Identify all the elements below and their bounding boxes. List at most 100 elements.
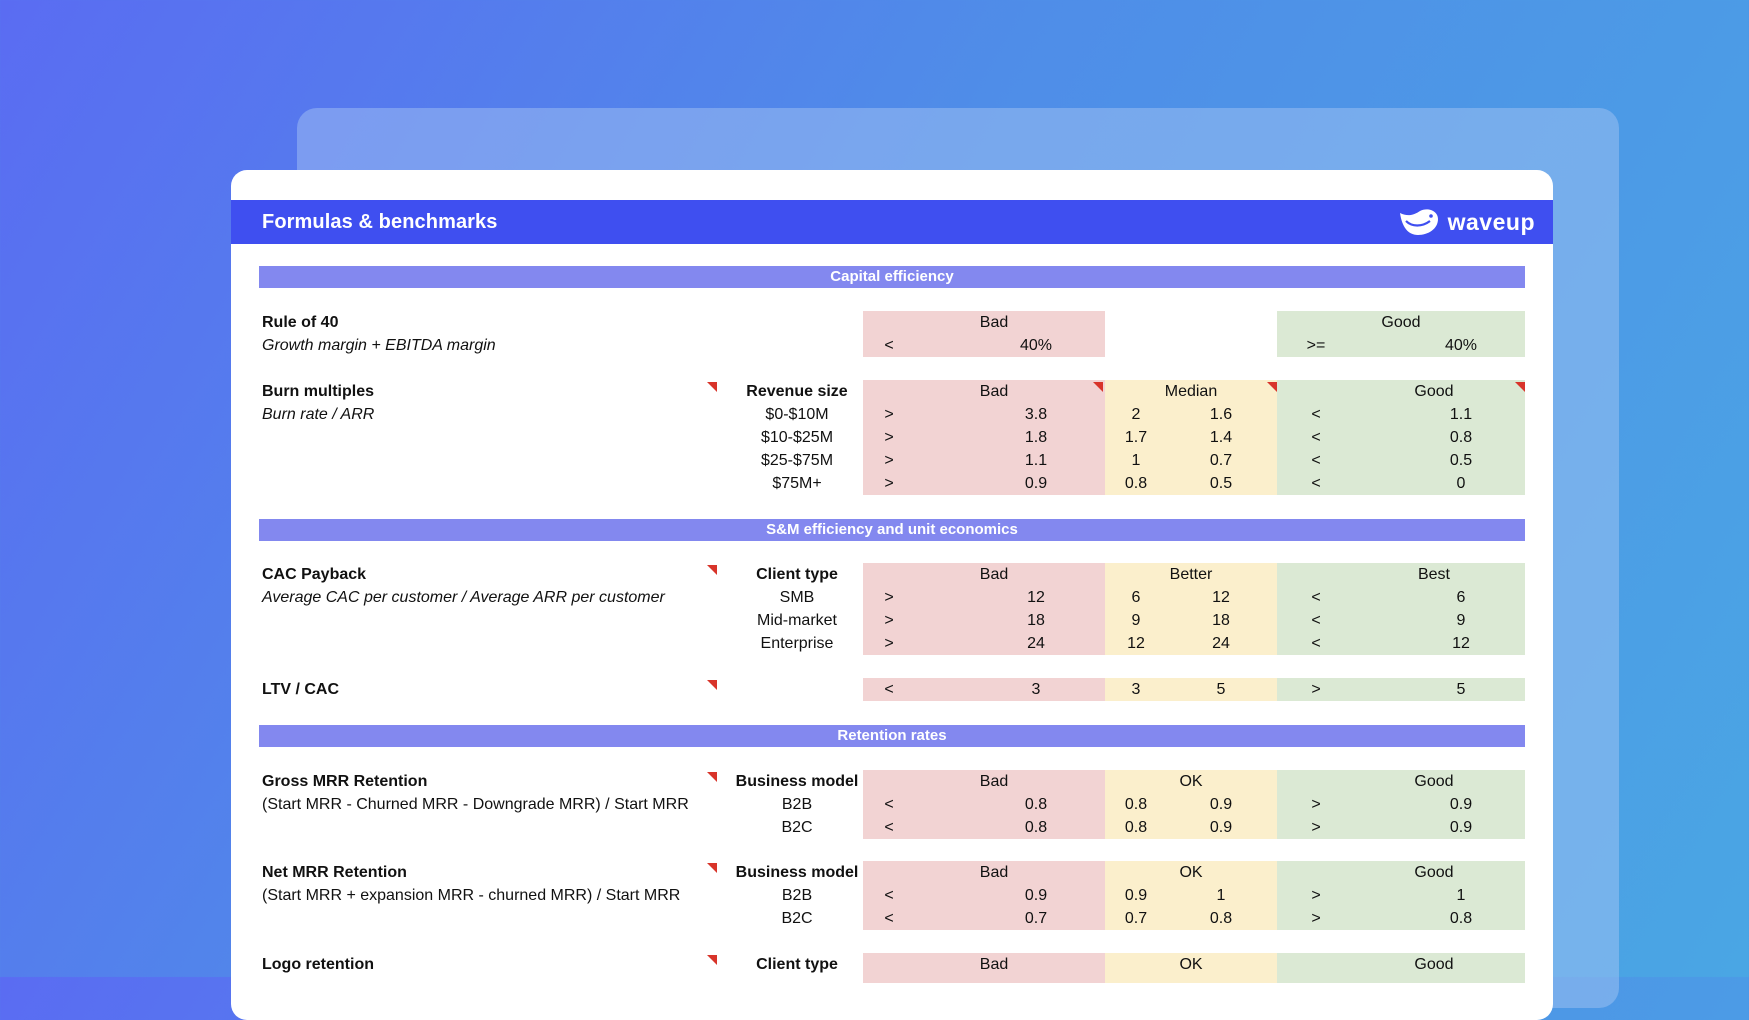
table-cell: 1 — [1456, 887, 1466, 904]
table-cell: 2 — [1131, 406, 1141, 423]
table-cell: 12 — [1452, 635, 1470, 652]
table-cell: 24 — [1027, 635, 1045, 652]
table-cell: > — [1311, 681, 1321, 698]
burn-mid-label: Median — [1164, 383, 1218, 400]
table-cell: 0.8 — [1449, 910, 1473, 927]
table-cell: < — [884, 910, 894, 927]
logo-dimension-header: Client type — [756, 956, 838, 973]
table-cell: 1 — [1216, 887, 1226, 904]
table-cell: > — [1311, 819, 1321, 836]
comment-flag-icon[interactable] — [707, 955, 717, 965]
table-cell: Enterprise — [760, 635, 834, 652]
rule40-name: Rule of 40 — [262, 314, 339, 331]
table-cell: > — [1311, 887, 1321, 904]
logo-name: Logo retention — [262, 956, 374, 973]
table-cell: 6 — [1456, 589, 1466, 606]
net-dimension-header: Business model — [735, 864, 859, 881]
net-good-label: Good — [1414, 864, 1454, 881]
burn-bad-label: Bad — [979, 383, 1009, 400]
table-cell: B2C — [781, 819, 813, 836]
table-cell: 0.7 — [1124, 910, 1148, 927]
table-cell: 0.8 — [1024, 796, 1048, 813]
comment-flag-icon[interactable] — [707, 680, 717, 690]
net-bad-band — [863, 861, 1105, 930]
cac-good-label: Best — [1417, 566, 1450, 583]
table-cell: 5 — [1456, 681, 1466, 698]
table-cell: 9 — [1131, 612, 1141, 629]
table-cell: 0.8 — [1124, 796, 1148, 813]
section-capital-efficiency: Capital efficiency — [259, 266, 1525, 288]
table-cell: 0.9 — [1449, 819, 1473, 836]
table-cell: > — [884, 429, 894, 446]
table-cell: 3 — [1131, 681, 1141, 698]
comment-flag-icon[interactable] — [707, 863, 717, 873]
table-cell: 0.5 — [1449, 452, 1473, 469]
comment-flag-icon[interactable] — [1093, 382, 1103, 392]
cac-name: CAC Payback — [262, 566, 367, 583]
gross-mid-label: OK — [1179, 773, 1203, 790]
rule40-bad-op: < — [884, 337, 894, 354]
net-bad-label: Bad — [979, 864, 1009, 881]
logo-mid-label: OK — [1179, 956, 1203, 973]
page-title: Formulas & benchmarks — [262, 211, 498, 233]
net-mid-band — [1105, 861, 1277, 930]
comment-flag-icon[interactable] — [1515, 382, 1525, 392]
comment-flag-icon[interactable] — [1267, 382, 1277, 392]
brand-name: waveup — [1447, 208, 1535, 235]
table-cell: 18 — [1027, 612, 1045, 629]
cac-mid-label: Better — [1169, 566, 1213, 583]
burn-formula: Burn rate / ARR — [262, 406, 375, 423]
table-cell: < — [1311, 589, 1321, 606]
table-cell: Mid-market — [756, 612, 837, 629]
table-cell: 0 — [1456, 475, 1466, 492]
comment-flag-icon[interactable] — [707, 382, 717, 392]
comment-flag-icon[interactable] — [707, 772, 717, 782]
ltv-mid-band — [1105, 678, 1277, 701]
table-cell: 0.8 — [1209, 910, 1233, 927]
spreadsheet-card: Formulas & benchmarks waveup Capital eff… — [231, 170, 1553, 1020]
ltv-bad-band — [863, 678, 1105, 701]
table-cell: > — [884, 635, 894, 652]
table-cell: 1.8 — [1024, 429, 1048, 446]
table-cell: 1 — [1131, 452, 1141, 469]
net-name: Net MRR Retention — [262, 864, 407, 881]
table-cell: 0.8 — [1024, 819, 1048, 836]
table-cell: 9 — [1456, 612, 1466, 629]
burn-name: Burn multiples — [262, 383, 375, 400]
table-cell: 1.4 — [1209, 429, 1233, 446]
bird-icon — [1399, 209, 1438, 235]
cac-good-band — [1277, 563, 1525, 655]
burn-dimension-header: Revenue size — [746, 383, 848, 400]
table-cell: B2B — [781, 887, 813, 904]
table-cell: 1.1 — [1449, 406, 1473, 423]
gross-name: Gross MRR Retention — [262, 773, 428, 790]
table-cell: 0.5 — [1209, 475, 1233, 492]
table-cell: 6 — [1131, 589, 1141, 606]
cac-bad-label: Bad — [979, 566, 1009, 583]
table-cell: 3 — [1031, 681, 1041, 698]
table-cell: $25-$75M — [760, 452, 834, 469]
table-cell: 0.9 — [1449, 796, 1473, 813]
table-cell: 12 — [1127, 635, 1145, 652]
logo-good-label: Good — [1414, 956, 1454, 973]
table-cell: < — [1311, 406, 1321, 423]
table-cell: < — [1311, 475, 1321, 492]
ltv-name: LTV / CAC — [262, 681, 340, 698]
cac-mid-band — [1105, 563, 1277, 655]
table-cell: > — [884, 612, 894, 629]
table-cell: 1.6 — [1209, 406, 1233, 423]
rule40-bad-value: 40% — [1019, 337, 1053, 354]
table-cell: > — [884, 589, 894, 606]
rule40-good-value: 40% — [1444, 337, 1478, 354]
burn-bad-band — [863, 380, 1105, 495]
comment-flag-icon[interactable] — [707, 565, 717, 575]
table-cell: B2C — [781, 910, 813, 927]
rule40-bad-label: Bad — [979, 314, 1009, 331]
table-cell: > — [1311, 796, 1321, 813]
table-cell: 24 — [1212, 635, 1230, 652]
logo-bad-label: Bad — [979, 956, 1009, 973]
table-cell: 0.7 — [1024, 910, 1048, 927]
table-cell: $10-$25M — [760, 429, 834, 446]
table-cell: $75M+ — [772, 475, 822, 492]
brand-logo: waveup — [1398, 207, 1535, 237]
